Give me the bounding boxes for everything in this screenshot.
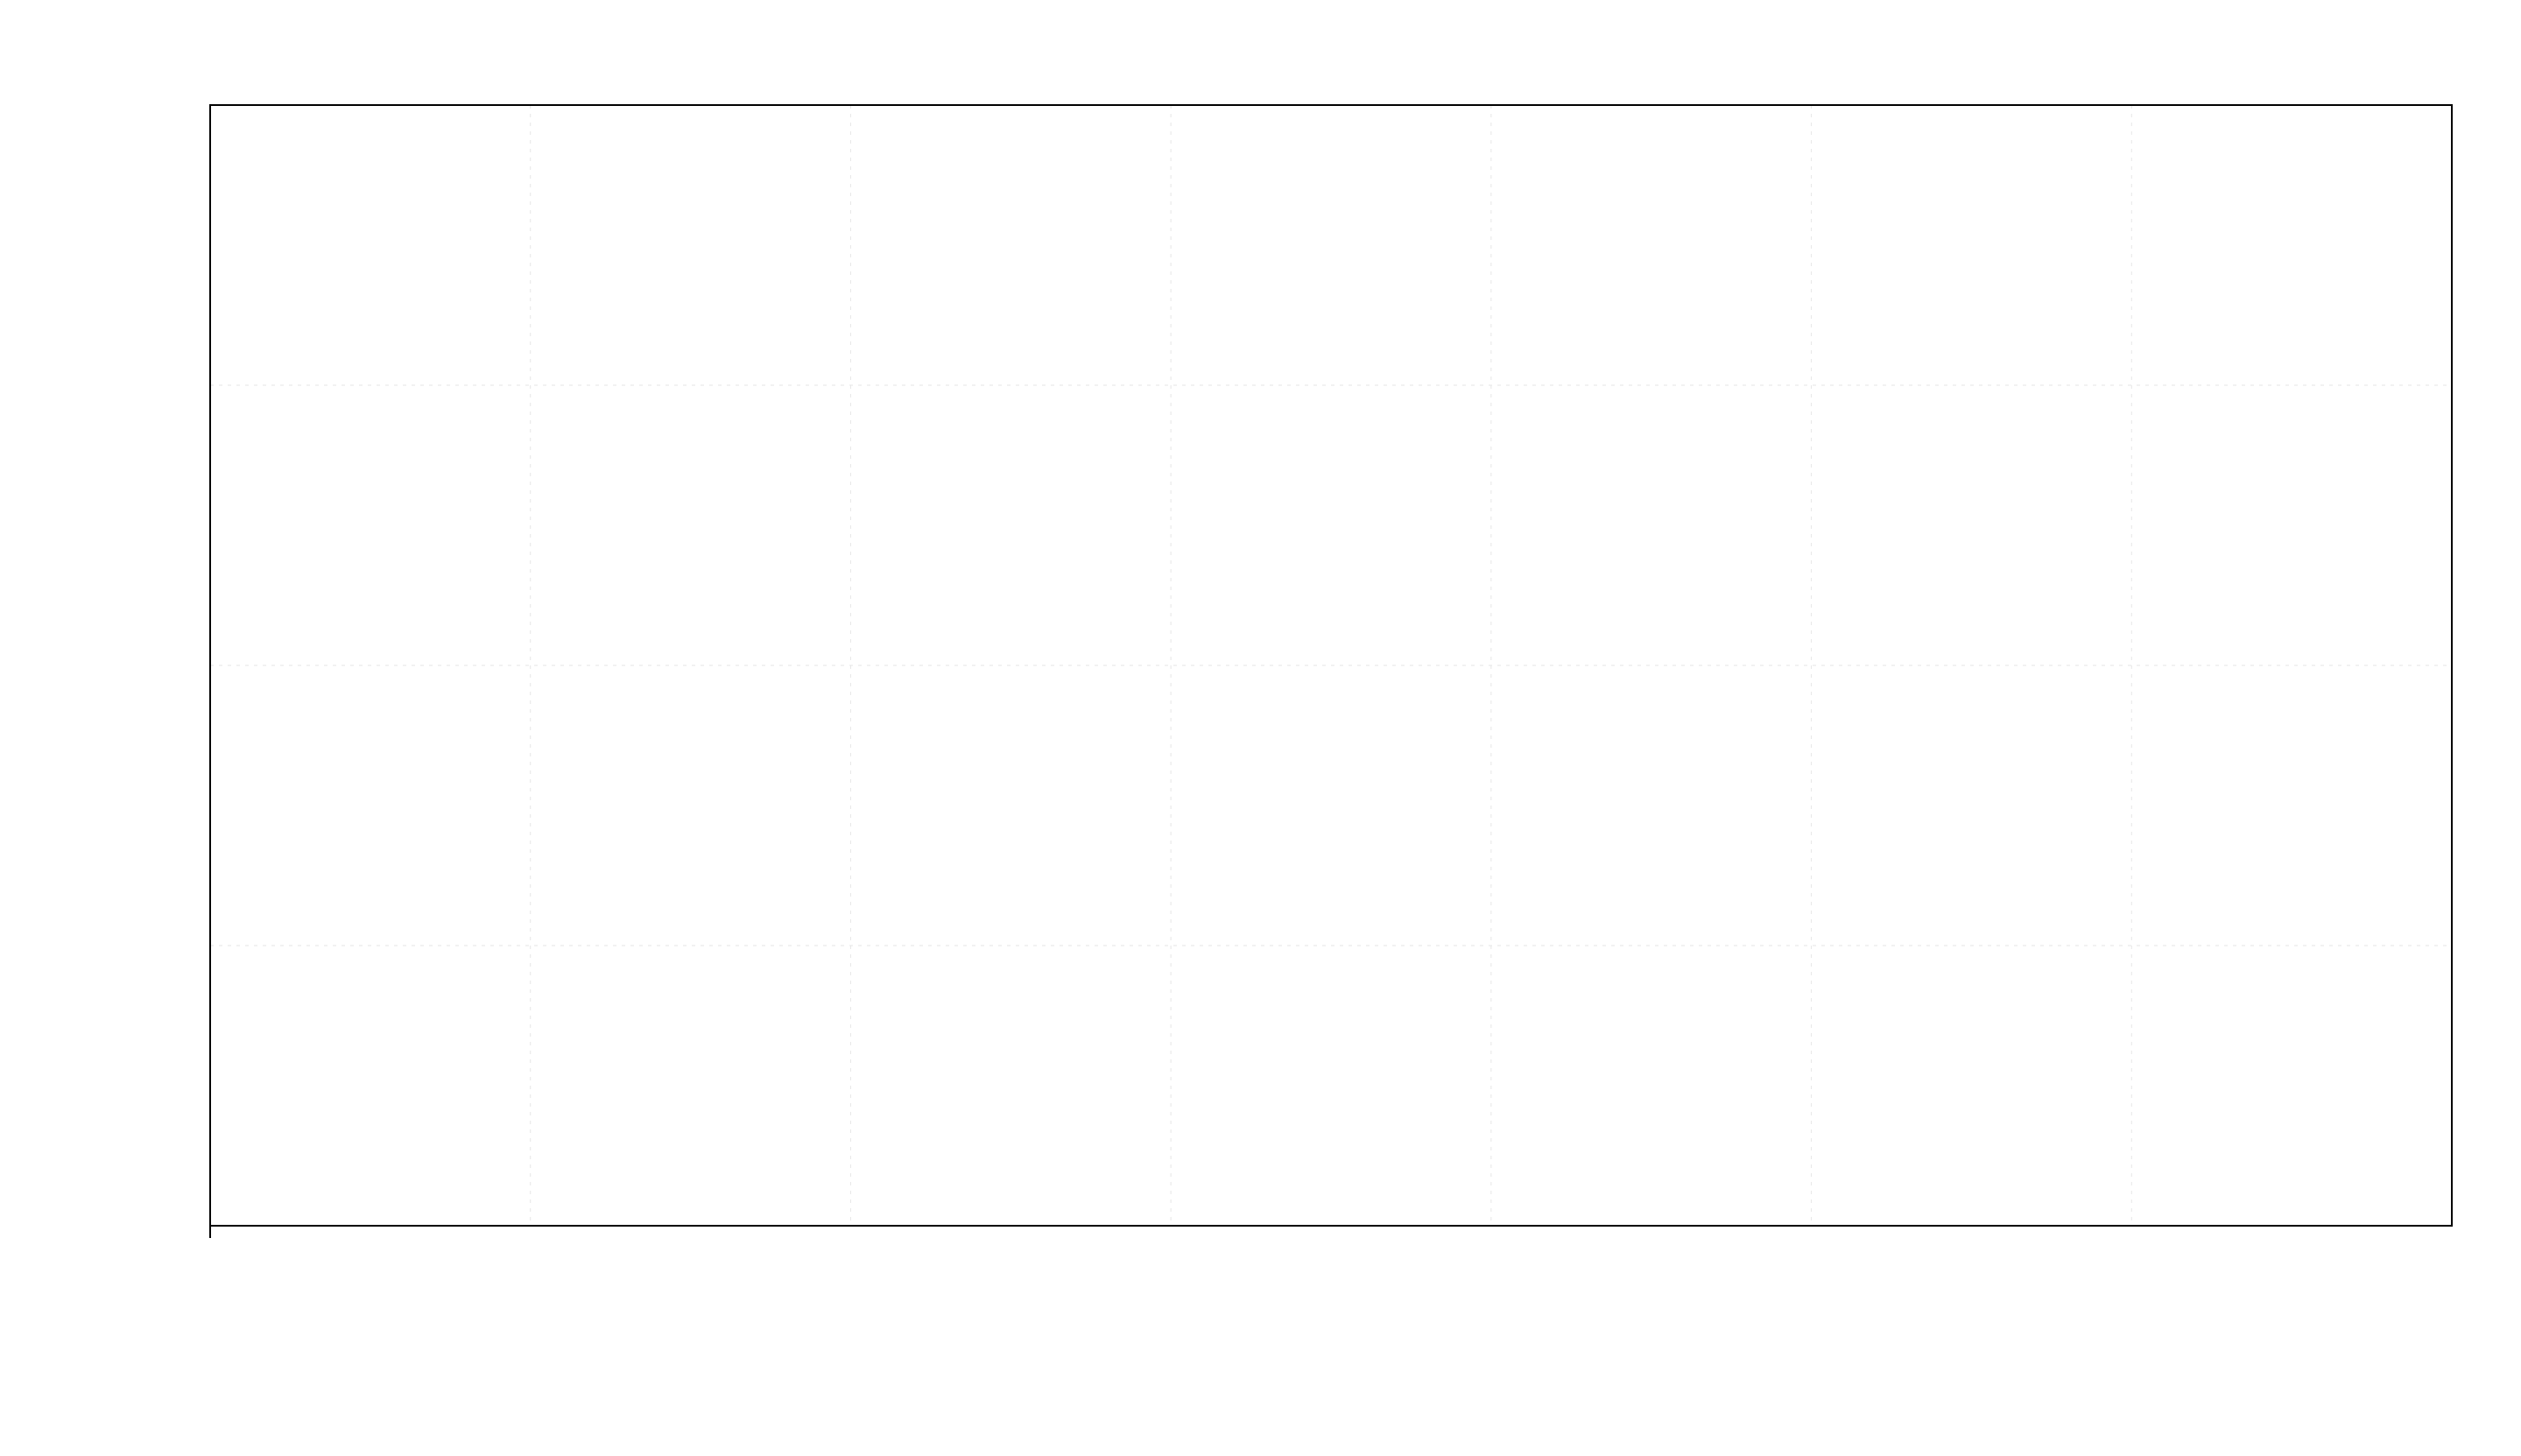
line-chart [0,0,2521,1456]
chart-container [0,0,2521,1456]
